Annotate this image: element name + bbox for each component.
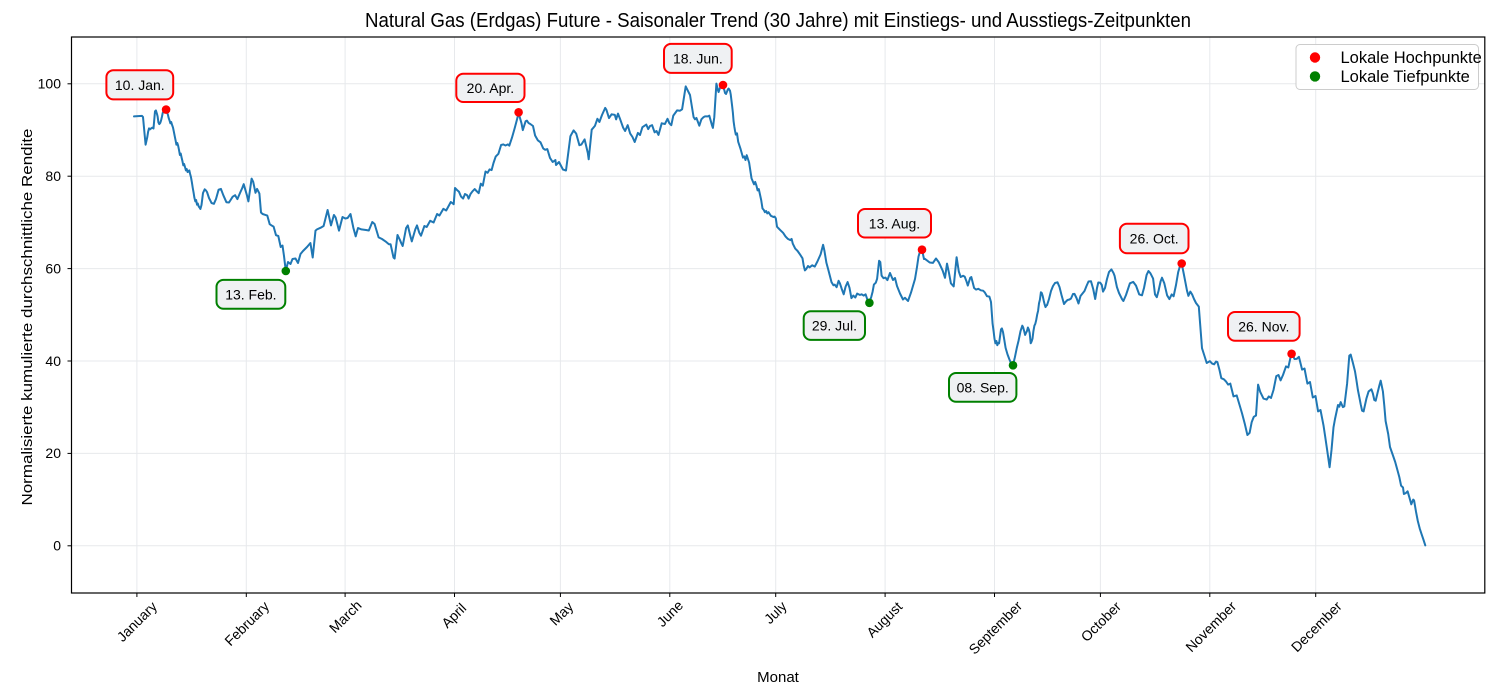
svg-text:26. Nov.: 26. Nov.: [1238, 319, 1289, 335]
svg-text:Natural Gas (Erdgas) Future -: Natural Gas (Erdgas) Future - Saisonaler…: [365, 10, 1191, 32]
svg-text:Lokale Hochpunkte: Lokale Hochpunkte: [1341, 49, 1482, 67]
svg-text:Monat: Monat: [757, 669, 800, 686]
svg-text:26. Oct.: 26. Oct.: [1130, 231, 1179, 247]
svg-text:Normalisierte kumulierte durch: Normalisierte kumulierte durchschnittlic…: [19, 128, 36, 505]
svg-text:20. Apr.: 20. Apr.: [467, 80, 514, 96]
svg-text:0: 0: [53, 538, 61, 554]
svg-text:13. Aug.: 13. Aug.: [869, 215, 920, 231]
svg-text:18. Jun.: 18. Jun.: [673, 51, 723, 67]
svg-text:10. Jan.: 10. Jan.: [115, 77, 165, 93]
svg-text:29. Jul.: 29. Jul.: [812, 318, 857, 334]
svg-text:08. Sep.: 08. Sep.: [957, 380, 1009, 396]
svg-text:Lokale Tiefpunkte: Lokale Tiefpunkte: [1341, 68, 1470, 86]
svg-text:60: 60: [45, 260, 61, 276]
svg-text:13. Feb.: 13. Feb.: [225, 286, 276, 302]
svg-text:20: 20: [45, 445, 61, 461]
svg-text:100: 100: [38, 76, 62, 92]
svg-text:40: 40: [45, 353, 61, 369]
svg-text:80: 80: [45, 168, 61, 184]
